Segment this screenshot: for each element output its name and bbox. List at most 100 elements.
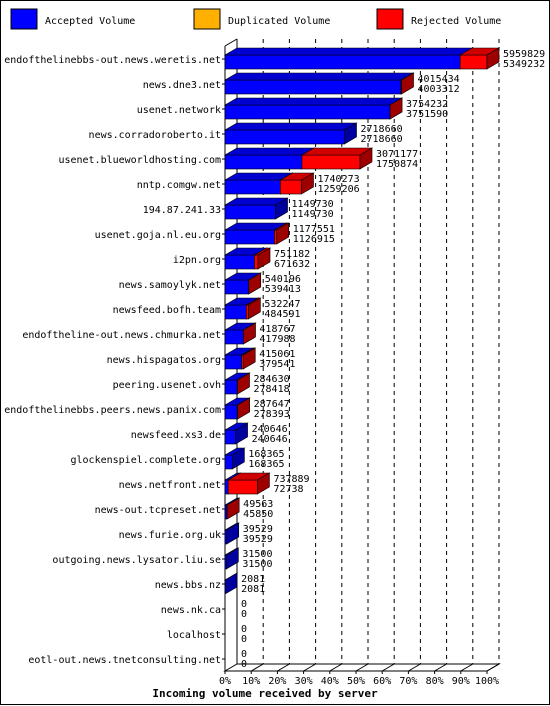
accepted-value-label: 1750874 (376, 159, 418, 170)
x-tick-label: 80% (426, 676, 444, 687)
accepted-value-label: 5349232 (503, 59, 545, 70)
bar-rejected-front (228, 480, 257, 494)
bar-accepted-front (225, 480, 228, 494)
category-label: usenet.goja.nl.eu.org (95, 230, 221, 241)
bar-accepted (225, 148, 314, 169)
accepted-value-label: 2081 (241, 584, 265, 595)
x-tick-label: 0% (219, 676, 231, 687)
category-label: glockenspiel.complete.org (70, 455, 221, 466)
accepted-value-label: 3751590 (406, 109, 448, 120)
category-label: news.dne3.net (143, 80, 221, 91)
legend-swatch-accepted (11, 9, 37, 29)
accepted-value-label: 31500 (242, 559, 272, 570)
bar-rejected (302, 148, 372, 169)
bar-accepted (225, 448, 244, 469)
legend-label-accepted: Accepted Volume (45, 16, 135, 27)
legend-label-duplicated: Duplicated Volume (228, 16, 330, 27)
accepted-value-label: 0 (241, 659, 247, 670)
accepted-value-label: 168365 (248, 459, 284, 470)
bar-rejected-front (280, 180, 301, 194)
category-label: news.nk.ca (161, 605, 221, 616)
category-label: eotl-out.news.tnetconsulting.net (28, 655, 221, 666)
category-label: news.samoylyk.net (119, 280, 221, 291)
bar-accepted-front (225, 255, 255, 269)
category-label: news-out.tcpreset.net (95, 505, 221, 516)
bar-accepted-front (225, 355, 242, 369)
accepted-value-label: 671632 (274, 259, 310, 270)
bar-rejected (228, 473, 269, 494)
accepted-value-label: 539413 (265, 284, 301, 295)
legend-item-rejected: Rejected Volume (377, 9, 501, 29)
bar-accepted-top (225, 123, 357, 130)
bar-accepted-front (225, 330, 243, 344)
top-edge (225, 39, 237, 46)
bar-accepted (225, 73, 413, 94)
bar-accepted-front (225, 430, 236, 444)
bar-rejected-front (275, 230, 277, 244)
bar-accepted (225, 548, 238, 569)
legend-label-rejected: Rejected Volume (411, 16, 501, 27)
accepted-value-label: 484591 (264, 309, 300, 320)
bar-rejected-front (460, 55, 487, 69)
bar-accepted-front (225, 105, 390, 119)
bar-accepted-top (225, 148, 314, 155)
accepted-value-label: 39529 (243, 534, 273, 545)
bar-accepted-front (225, 180, 280, 194)
bar-accepted (225, 98, 402, 119)
legend: Accepted Volume Duplicated Volume Reject… (11, 9, 501, 29)
x-tick-label: 100% (475, 676, 499, 687)
legend-swatch-duplicated (194, 9, 220, 29)
x-tick-label: 90% (452, 676, 470, 687)
accepted-value-label: 0 (241, 634, 247, 645)
category-label: i2pn.org (173, 255, 221, 266)
accepted-value-label: 1149730 (292, 209, 334, 220)
accepted-value-label: 0 (241, 609, 247, 620)
accepted-value-label: 2718660 (361, 134, 403, 145)
bar-accepted-front (225, 155, 302, 169)
bar-accepted-front (225, 130, 345, 144)
plot-area: 0%10%20%30%40%50%60%70%80%90%100%endofth… (4, 39, 545, 687)
bar-accepted (225, 423, 248, 444)
bar-accepted (225, 198, 288, 219)
bar-accepted-top (225, 73, 413, 80)
accepted-value-label: 240646 (252, 434, 288, 445)
category-label: news.hispagatos.org (107, 355, 221, 366)
x-tick-label: 10% (242, 676, 260, 687)
accepted-value-label: 379541 (259, 359, 295, 370)
bar-accepted-top (225, 48, 472, 55)
bar-accepted-front (225, 455, 232, 469)
category-label: news.bbs.nz (155, 580, 221, 591)
category-label: endofthelinebbs.peers.news.panix.com (4, 405, 221, 416)
accepted-value-label: 72738 (273, 484, 303, 495)
accepted-value-label: 278393 (254, 409, 290, 420)
bar-accepted-front (225, 505, 227, 519)
accepted-value-label: 1126915 (293, 234, 335, 245)
category-label: peering.usenet.ovh (113, 380, 221, 391)
bar-accepted-top (225, 98, 402, 105)
accepted-value-label: 45850 (243, 509, 273, 520)
category-label: news.netfront.net (119, 480, 221, 491)
bar-rejected-front (302, 155, 360, 169)
bar-rejected-front (255, 255, 258, 269)
legend-swatch-rejected (377, 9, 403, 29)
x-tick-label: 50% (347, 676, 365, 687)
x-tick-label: 30% (295, 676, 313, 687)
x-tick-label: 20% (268, 676, 286, 687)
bar-accepted (225, 123, 357, 144)
bar-accepted-front (225, 305, 246, 319)
bar-accepted-front (225, 405, 237, 419)
category-label: endoftheline-out.news.chmurka.net (22, 330, 221, 341)
category-label: endofthelinebbs-out.news.weretis.net (4, 55, 221, 66)
bar-accepted-front (225, 280, 249, 294)
accepted-value-label: 278418 (254, 384, 290, 395)
bar-rejected-front (246, 305, 248, 319)
category-label: localhost (167, 630, 221, 641)
bar-accepted-front (225, 80, 401, 94)
legend-item-accepted: Accepted Volume (11, 9, 135, 29)
accepted-value-label: 1259206 (318, 184, 360, 195)
x-tick-label: 70% (399, 676, 417, 687)
category-label: newsfeed.bofh.team (113, 305, 221, 316)
bar-accepted-front (225, 380, 237, 394)
